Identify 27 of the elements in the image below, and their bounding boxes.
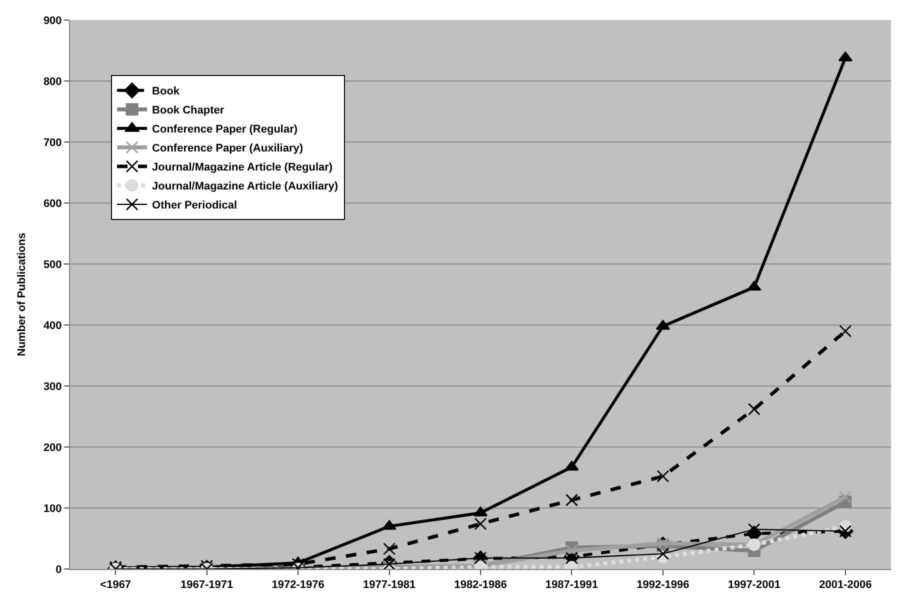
- legend-label: Journal/Magazine Article (Regular): [152, 162, 333, 174]
- y-tick-label: 500: [43, 258, 62, 271]
- legend-label: Conference Paper (Auxiliary): [152, 142, 304, 155]
- y-tick-label: 800: [43, 76, 62, 88]
- y-tick-label: 300: [43, 380, 62, 393]
- x-tick-label: 1992-1996: [636, 579, 690, 592]
- x-tick-label: 1972-1976: [272, 579, 324, 592]
- x-tick-label: 1987-1991: [545, 579, 598, 592]
- legend-label: Book: [152, 86, 180, 98]
- x-tick-label: <1967: [100, 579, 132, 592]
- x-tick-label: 1982-1986: [454, 579, 507, 592]
- legend-label: Conference Paper (Regular): [152, 124, 298, 136]
- legend-label: Book Chapter: [152, 104, 225, 117]
- y-tick-label: 400: [43, 320, 62, 332]
- y-tick-label: 200: [43, 442, 62, 454]
- y-tick-label: 0: [56, 564, 62, 576]
- x-tick-label: 1977-1981: [362, 579, 416, 592]
- x-tick-label: 1997-2001: [728, 579, 780, 592]
- x-tick-label: 1967-1971: [180, 579, 234, 592]
- legend-label: Other Periodical: [152, 200, 238, 212]
- x-tick-label: 2001-2006: [819, 579, 872, 592]
- y-tick-label: 100: [43, 502, 62, 515]
- legend-label: Journal/Magazine Article (Auxiliary): [152, 180, 338, 193]
- y-axis-title: Number of Publications: [16, 232, 28, 356]
- y-tick-label: 900: [43, 14, 62, 27]
- y-tick-label: 700: [43, 136, 62, 149]
- y-tick-label: 600: [43, 198, 62, 210]
